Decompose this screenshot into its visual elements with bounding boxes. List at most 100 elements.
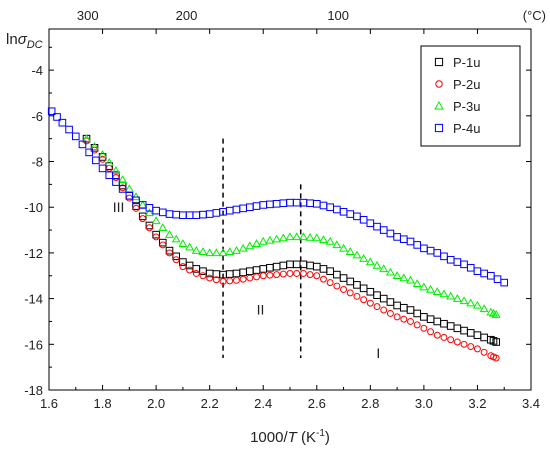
data-point [144,208,154,217]
data-point [419,282,429,291]
data-point [105,171,114,180]
data-point [152,206,160,215]
data-point [392,271,402,279]
data-point [420,313,428,321]
data-point [199,272,207,280]
y-tick-label: -10 [24,200,43,215]
data-point [212,276,220,284]
data-point [266,271,274,279]
data-point [412,279,422,287]
data-point [165,210,174,218]
data-point [104,158,114,166]
data-point [400,315,408,323]
data-point [346,210,355,218]
data-point [259,201,268,209]
data-point [198,247,208,255]
data-point [239,268,247,277]
data-point [71,132,80,141]
data-point [492,354,500,362]
data-point [420,244,428,253]
data-point [125,191,134,200]
data-point [373,222,381,231]
data-point [145,224,153,232]
data-point [246,274,254,282]
data-point [440,319,448,328]
data-point [426,246,435,255]
data-point [345,247,355,255]
data-point [366,287,375,296]
data-point [225,247,235,255]
data-point [131,192,141,201]
data-point [192,211,201,220]
data-point [252,239,262,247]
data-point [380,306,388,314]
x-tick-label: 2.8 [361,396,379,411]
data-point [446,255,455,264]
data-point [299,270,307,277]
data-point [178,239,188,247]
series-p-4u [47,107,509,287]
y-tick-label: -12 [24,246,43,261]
data-point [91,146,98,154]
data-point [386,309,394,317]
data-point [406,275,415,284]
x-tick-label: 2.2 [201,396,219,411]
data-point [373,303,381,311]
data-point [272,262,281,271]
data-point [473,331,482,339]
data-point [305,232,315,241]
data-point [253,273,260,281]
data-point [81,134,91,142]
data-point [172,210,180,219]
data-point [372,260,382,269]
data-point [386,298,395,306]
data-point [339,243,349,252]
data-point [447,336,455,344]
data-point [192,270,200,277]
x-tick-label: 2.4 [254,396,272,411]
data-point [191,245,201,254]
data-point [206,274,214,282]
data-point [480,269,488,278]
data-point [306,271,314,279]
data-point [265,235,275,244]
data-point [293,270,301,277]
data-point [58,118,67,127]
data-point [259,272,267,280]
data-point [245,241,255,250]
data-point [386,229,395,238]
data-point [413,241,421,249]
data-point [179,263,187,271]
x-tick-label: 3.4 [522,396,540,411]
data-point [298,232,308,241]
data-point [151,216,161,225]
data-point [105,164,113,172]
data-point [166,249,173,257]
data-point [326,279,334,287]
data-point [346,277,355,286]
y-tick-label: -16 [24,337,43,352]
data-point [460,260,468,269]
data-point [339,207,348,216]
data-point [259,265,268,273]
data-point [460,326,468,335]
data-point [489,337,498,345]
data-point [152,230,160,239]
data-point [340,285,348,293]
data-point [279,270,287,278]
data-point [353,281,361,289]
data-point [473,345,481,353]
data-point [165,229,174,238]
data-point [90,142,100,150]
data-point [406,237,415,246]
data-point [333,205,341,214]
data-point [172,256,180,264]
data-point [487,271,495,280]
data-point [312,199,321,208]
data-point [353,212,361,221]
data-point [379,264,389,273]
data-point [406,306,415,314]
data-point [339,274,348,282]
data-point [226,277,234,285]
data-point [212,209,221,217]
